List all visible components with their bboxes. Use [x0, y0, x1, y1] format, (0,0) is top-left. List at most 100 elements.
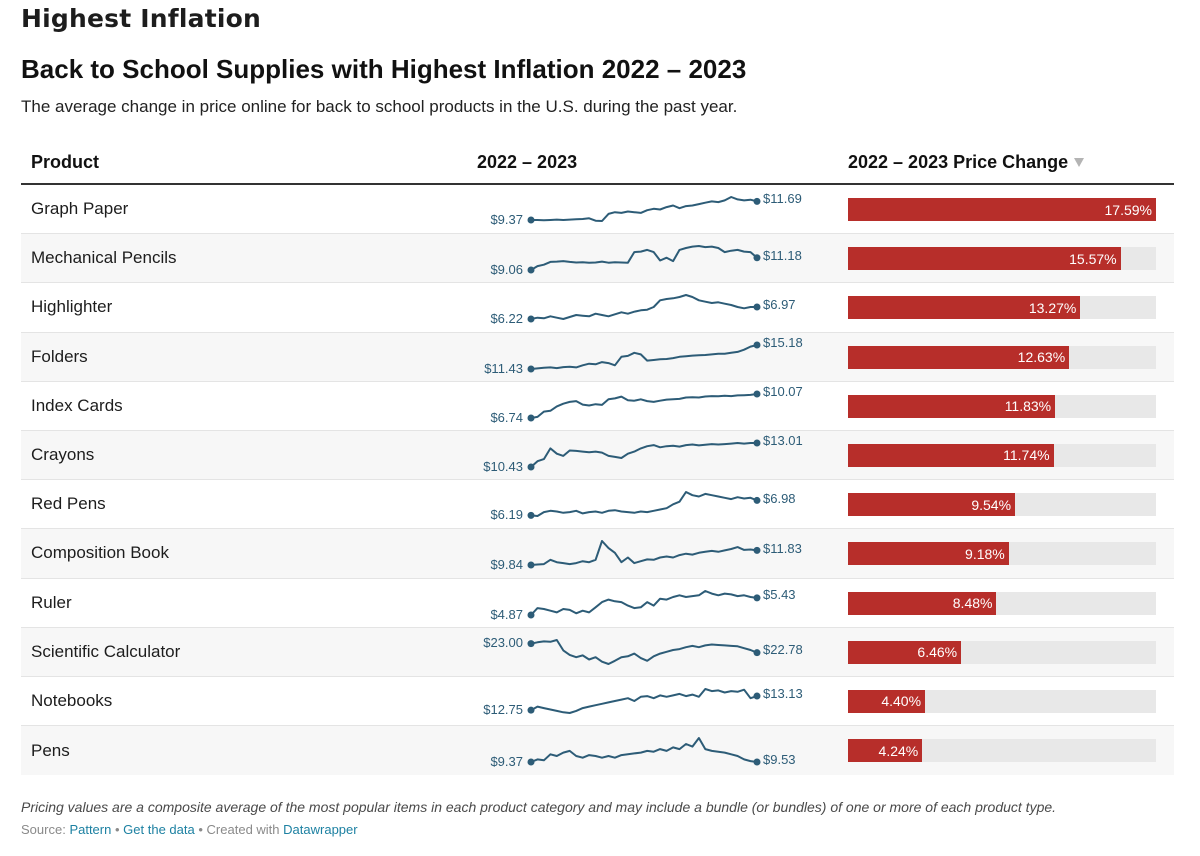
- product-name: Crayons: [31, 445, 95, 465]
- sparkline-path: [531, 196, 758, 222]
- sparkline-end-dot: [753, 547, 761, 555]
- separator: •: [198, 822, 203, 837]
- start-price: $9.06: [490, 262, 523, 278]
- price-change-bar: 8.48%: [848, 591, 997, 615]
- price-change-label: 6.46%: [917, 644, 958, 661]
- table-row: Pens $9.37 $9.53 4.24%: [21, 726, 1174, 776]
- start-price: $9.84: [490, 557, 523, 573]
- footnote: Pricing values are a composite average o…: [21, 799, 1057, 815]
- sparkline: [527, 390, 761, 422]
- sparkline-start-dot: [527, 414, 535, 422]
- price-change-bar: 9.18%: [848, 542, 1009, 566]
- chart-title: Back to School Supplies with Highest Inf…: [21, 54, 747, 84]
- sparkline: [527, 540, 761, 569]
- table-row: Scientific Calculator $23.00 $22.78 6.46%: [21, 627, 1174, 677]
- headline: Highest Inflation: [21, 4, 261, 33]
- sparkline-path: [530, 343, 758, 370]
- column-header-product[interactable]: Product: [31, 152, 100, 172]
- source-link[interactable]: Pattern: [69, 822, 112, 837]
- sparkline-path: [530, 392, 758, 419]
- sparkline-end-dot: [753, 692, 761, 700]
- sparkline-end-dot: [753, 390, 761, 398]
- price-change-label: 8.48%: [952, 595, 993, 611]
- product-name: Red Pens: [31, 494, 106, 514]
- price-change-label: 12.63%: [1017, 349, 1066, 366]
- datawrapper-link[interactable]: Datawrapper: [283, 822, 358, 837]
- sparkline-path: [530, 491, 758, 518]
- product-name: Highlighter: [31, 297, 113, 317]
- product-name: Notebooks: [31, 690, 113, 710]
- start-price: $23.00: [483, 635, 523, 651]
- price-change-label: 17.59%: [1104, 201, 1152, 218]
- price-change-label: 11.74%: [1003, 447, 1050, 464]
- sparkline-path: [530, 540, 758, 567]
- product-name: Pens: [31, 740, 70, 760]
- start-price: $9.37: [490, 754, 523, 770]
- end-price: $13.01: [763, 432, 803, 448]
- table-row: Notebooks $12.75 $13.13 4.40%: [21, 677, 1174, 727]
- table-row: Mechanical Pencils $9.06 $11.18 15.57%: [21, 234, 1174, 284]
- price-change-bar: 9.54%: [848, 493, 1016, 517]
- sparkline-start-dot: [527, 463, 535, 471]
- sparkline-start-dot: [527, 639, 535, 647]
- price-change-bar: 17.59%: [848, 198, 1156, 221]
- source-line: Source: Pattern • Get the data • Created…: [21, 822, 358, 837]
- bar-track: 11.83%: [848, 394, 1156, 418]
- table-row: Folders $11.43 $15.18 12.63%: [21, 332, 1174, 382]
- start-price: $6.74: [490, 409, 523, 425]
- bar-track: 6.46%: [848, 640, 1156, 664]
- bar-track: 9.18%: [848, 542, 1156, 566]
- table-row: Ruler $4.87 $5.43 8.48%: [21, 579, 1174, 628]
- sparkline-start-dot: [527, 561, 535, 569]
- sparkline-path: [530, 589, 758, 616]
- sparkline: [527, 341, 761, 373]
- sparkline-end-dot: [753, 497, 761, 505]
- bar-track: 8.48%: [848, 591, 1156, 615]
- table-row: Crayons $10.43 $13.01 11.74%: [21, 430, 1174, 481]
- product-name: Folders: [31, 346, 88, 366]
- table-row: Red Pens $6.19 $6.98 9.54%: [21, 480, 1174, 530]
- sparkline-path: [530, 737, 758, 764]
- price-change-label: 13.27%: [1028, 299, 1077, 316]
- column-header-price-change[interactable]: 2022 – 2023 Price Change: [848, 152, 1085, 173]
- sparkline-start-dot: [527, 266, 535, 274]
- price-change-bar: 6.46%: [848, 640, 962, 664]
- sort-descending-icon[interactable]: [1074, 157, 1085, 167]
- bar-track: 4.24%: [848, 739, 1156, 763]
- get-data-link[interactable]: Get the data: [123, 822, 195, 837]
- table-body: Graph Paper $9.37 $11.69 17.59% Mechanical P…: [21, 185, 1174, 776]
- bar-track: 9.54%: [848, 493, 1156, 517]
- sparkline-start-dot: [527, 611, 535, 618]
- price-change-label: 4.40%: [881, 693, 922, 710]
- source-label: Source:: [21, 822, 66, 837]
- end-price: $10.07: [763, 383, 803, 399]
- sparkline: [527, 491, 761, 519]
- price-change-label: 15.57%: [1069, 250, 1117, 267]
- sparkline-start-dot: [527, 511, 535, 519]
- sparkline-path: [530, 245, 758, 272]
- end-price: $5.43: [763, 587, 796, 603]
- start-price: $4.87: [490, 606, 523, 622]
- price-change-bar: 12.63%: [848, 345, 1070, 369]
- bar-track: 12.63%: [848, 345, 1156, 369]
- end-price: $15.18: [763, 334, 803, 350]
- sparkline-end-dot: [753, 341, 761, 349]
- column-header-sparkline[interactable]: 2022 – 2023: [477, 152, 578, 172]
- end-price: $13.13: [763, 685, 803, 701]
- sparkline: [527, 439, 761, 471]
- end-price: $6.97: [763, 297, 796, 313]
- table-row: Composition Book $9.84 $11.83 9.18%: [21, 529, 1174, 579]
- start-price: $11.43: [484, 360, 523, 376]
- sparkline-start-dot: [527, 758, 535, 766]
- table-row: Index Cards $6.74 $10.07 11.83%: [21, 382, 1174, 431]
- data-table: Product 2022 – 2023 2022 – 2023 Price Ch…: [21, 140, 1174, 776]
- bar-track: 15.57%: [848, 247, 1156, 271]
- sparkline-path: [530, 441, 757, 468]
- sparkline: [527, 687, 761, 714]
- separator: •: [114, 822, 120, 837]
- start-price: $6.19: [490, 507, 523, 523]
- end-price: $11.18: [763, 247, 802, 263]
- sparkline-start-dot: [527, 216, 535, 224]
- end-price: $22.78: [763, 642, 803, 658]
- sparkline-path: [530, 687, 758, 714]
